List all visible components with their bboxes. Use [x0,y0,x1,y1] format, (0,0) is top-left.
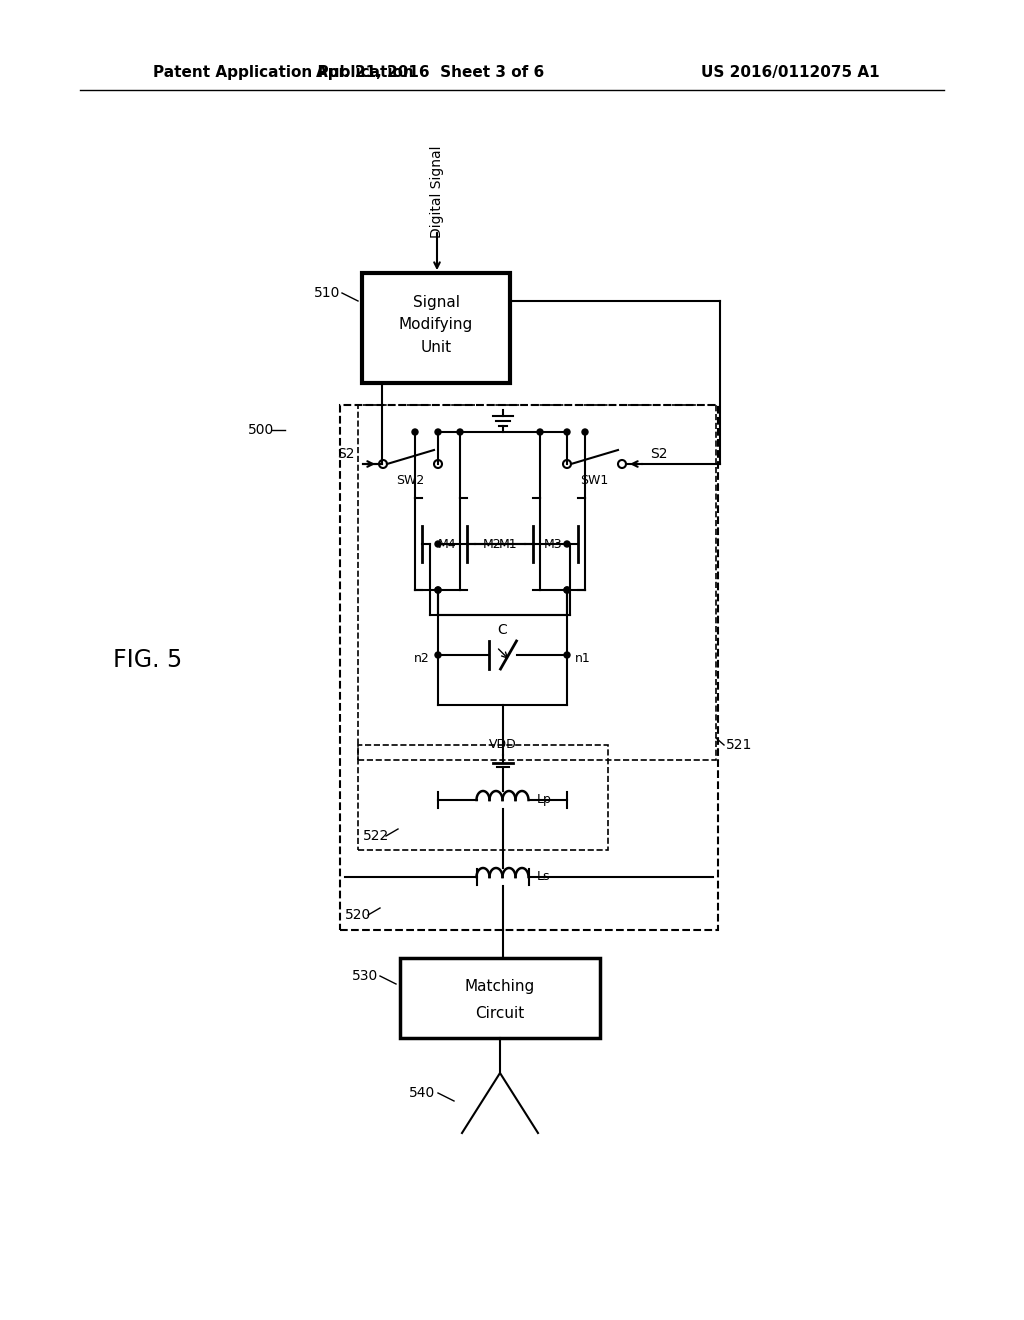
Circle shape [582,429,588,436]
Bar [362,273,510,383]
Text: FIG. 5: FIG. 5 [114,648,182,672]
Text: 500: 500 [248,422,274,437]
Text: S2: S2 [338,447,355,461]
Text: M1: M1 [499,537,517,550]
Text: Circuit: Circuit [475,1006,524,1022]
Text: SW2: SW2 [396,474,425,487]
Circle shape [564,541,570,546]
Bar [400,958,600,1038]
Circle shape [564,587,570,593]
Text: Lp: Lp [537,793,551,807]
Text: M2: M2 [483,537,502,550]
Circle shape [564,587,570,593]
Circle shape [435,429,441,436]
Text: Digital Signal: Digital Signal [430,145,444,238]
Circle shape [435,652,441,657]
Circle shape [537,429,543,436]
Text: M4: M4 [438,537,457,550]
Text: SW1: SW1 [581,474,608,487]
Text: 520: 520 [345,908,372,921]
Text: Ls: Ls [537,870,550,883]
Text: S2: S2 [650,447,668,461]
Text: 530: 530 [352,969,378,983]
Text: n2: n2 [415,652,430,665]
Circle shape [564,652,570,657]
Circle shape [564,429,570,436]
Text: VDD: VDD [488,738,516,751]
Text: 521: 521 [726,738,753,752]
Text: n1: n1 [575,652,591,665]
Circle shape [435,587,441,593]
Circle shape [457,429,463,436]
Circle shape [435,587,441,593]
Text: 522: 522 [362,829,389,843]
Text: Patent Application Publication: Patent Application Publication [153,65,414,79]
Circle shape [435,541,441,546]
Text: US 2016/0112075 A1: US 2016/0112075 A1 [701,65,880,79]
Text: Apr. 21, 2016  Sheet 3 of 6: Apr. 21, 2016 Sheet 3 of 6 [315,65,544,79]
Text: Unit: Unit [421,339,452,355]
Text: C: C [498,623,507,638]
Text: M3: M3 [544,537,562,550]
Text: 510: 510 [313,286,340,300]
Text: Signal: Signal [413,296,460,310]
Text: Modifying: Modifying [399,318,473,333]
Bar [340,405,718,931]
Text: Matching: Matching [465,978,536,994]
Bar [358,405,716,760]
Circle shape [412,429,418,436]
Bar [358,744,608,850]
Text: 540: 540 [409,1086,435,1100]
